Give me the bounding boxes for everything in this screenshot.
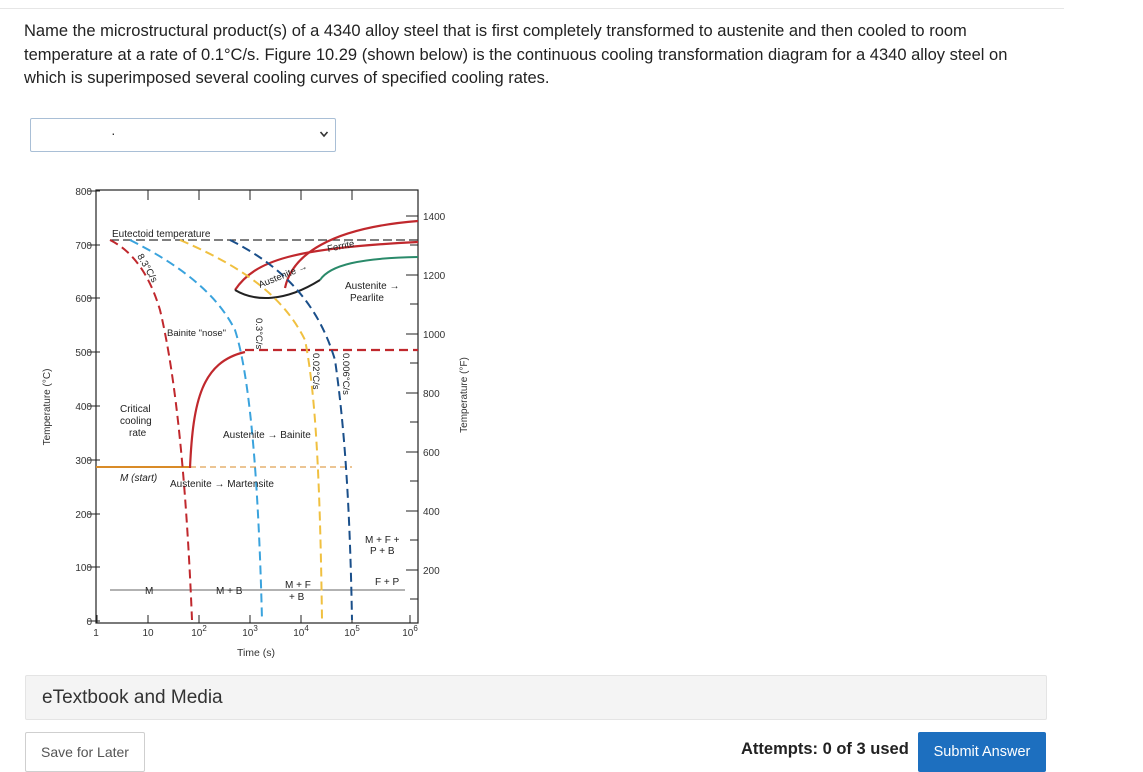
x-tick-labels: 1 10 102 103 104 105 106 <box>93 624 418 639</box>
y-tick-100: 100 <box>75 563 92 574</box>
mfb-label-1: M + F <box>285 580 311 591</box>
f-tick-1400: 1400 <box>423 212 446 223</box>
mb-label: M + B <box>216 586 243 597</box>
austenite-pearlite-label-2: Pearlite <box>350 293 384 304</box>
x-tick-10-3: 103 <box>242 624 258 639</box>
mfpb-label-1: M + F + <box>365 535 400 546</box>
f-tick-600: 600 <box>423 448 440 459</box>
eutectoid-label: Eutectoid temperature <box>112 229 211 240</box>
attempts-counter: Attempts: 0 of 3 used <box>741 740 909 758</box>
y-tick-0: 0 <box>86 617 92 628</box>
x-axis-label: Time (s) <box>237 647 275 659</box>
mfb-label-2: + B <box>289 592 305 603</box>
f-tick-1000: 1000 <box>423 330 446 341</box>
pearlite-finish-curve <box>319 256 419 281</box>
mfpb-label-2: P + B <box>370 546 395 557</box>
cct-diagram: 800 700 600 500 400 300 200 100 0 1400 1… <box>42 187 470 659</box>
x-tick-10: 10 <box>142 628 154 639</box>
cooling-curve-8.3 <box>109 239 193 621</box>
bainite-start-curve <box>188 350 246 469</box>
save-for-later-button[interactable]: Save for Later <box>25 732 145 772</box>
y-tick-600: 600 <box>75 294 92 305</box>
etextbook-media-label: eTextbook and Media <box>42 687 223 708</box>
y-tick-400: 400 <box>75 402 92 413</box>
cooling-curve-0.006 <box>229 239 353 621</box>
cooling-curve-0.3 <box>129 239 263 621</box>
x-tick-10-4: 104 <box>293 624 309 639</box>
right-tick-labels: 1400 1200 1000 800 600 400 200 <box>423 212 446 577</box>
critical-rate-label-2: cooling <box>120 416 152 427</box>
answer-dropdown[interactable]: · <box>30 118 336 152</box>
left-ticks <box>88 190 100 622</box>
f-tick-1200: 1200 <box>423 271 446 282</box>
cooling-curve-0.02 <box>179 239 323 621</box>
rate-label-0.3: 0.3°C/s <box>253 318 264 350</box>
f-tick-800: 800 <box>423 389 440 400</box>
x-tick-10-6: 106 <box>402 624 418 639</box>
submit-answer-button[interactable]: Submit Answer <box>918 732 1046 772</box>
critical-rate-label-1: Critical <box>120 404 151 415</box>
rate-label-0.02: 0.02°C/s <box>310 353 321 390</box>
rate-label-8.3: 8.3°C/s <box>134 252 159 285</box>
nose-curve <box>234 279 321 299</box>
austenite-bainite-label: Austenite → Bainite <box>223 430 311 441</box>
left-tick-labels: 800 700 600 500 400 300 200 100 0 <box>75 187 92 628</box>
x-tick-1: 1 <box>93 628 99 639</box>
chevron-down-icon <box>319 131 329 138</box>
top-divider <box>0 8 1064 9</box>
rate-label-0.006: 0.006°C/s <box>340 353 351 395</box>
y-tick-200: 200 <box>75 510 92 521</box>
right-ticks <box>406 215 418 600</box>
f-tick-400: 400 <box>423 507 440 518</box>
f-tick-200: 200 <box>423 566 440 577</box>
austenite-martensite-label: Austenite → Martensite <box>170 479 274 490</box>
question-text: Name the microstructural product(s) of a… <box>24 22 1008 87</box>
bainite-nose-label: Bainite "nose" <box>167 328 226 339</box>
y-axis-label-fahrenheit: Temperature (°F) <box>459 357 470 433</box>
x-tick-10-2: 102 <box>191 624 207 639</box>
fp-label: F + P <box>375 577 400 588</box>
y-tick-800: 800 <box>75 187 92 198</box>
pearlite-start-curve <box>283 219 419 289</box>
critical-rate-label-3: rate <box>129 428 147 439</box>
m-label: M <box>145 586 153 597</box>
y-tick-700: 700 <box>75 241 92 252</box>
y-axis-label-celsius: Temperature (°C) <box>42 369 53 446</box>
y-tick-300: 300 <box>75 456 92 467</box>
y-tick-500: 500 <box>75 348 92 359</box>
m-start-label: M (start) <box>120 473 157 484</box>
etextbook-media-panel[interactable]: eTextbook and Media <box>25 675 1047 720</box>
austenite-pearlite-label-1: Austenite → <box>345 281 399 292</box>
ferrite-start-curve <box>234 240 419 291</box>
cct-diagram-figure: 800 700 600 500 400 300 200 100 0 1400 1… <box>30 170 490 675</box>
x-tick-10-5: 105 <box>344 624 360 639</box>
dropdown-selected-value: · <box>111 125 116 141</box>
